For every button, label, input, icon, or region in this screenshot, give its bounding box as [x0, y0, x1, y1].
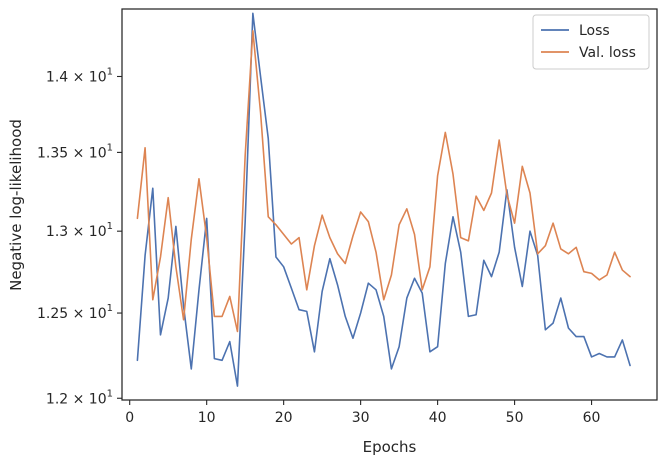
legend-box	[532, 14, 650, 70]
y-tick-mantissa: 1.3 × 10	[46, 224, 107, 240]
y-tick-mantissa: 1.4 × 10	[46, 69, 107, 85]
plot-frame	[121, 8, 658, 401]
x-tick-label: 10	[198, 410, 216, 426]
x-tick-label: 50	[506, 410, 524, 426]
y-tick-mantissa: 1.2 × 10	[46, 391, 107, 407]
y-tick-mantissa: 1.25 × 10	[37, 306, 107, 322]
x-tick-label: 20	[275, 410, 293, 426]
series-line-loss	[136, 12, 631, 387]
series-layer	[136, 12, 631, 387]
legend: Loss Val. loss	[532, 14, 650, 70]
x-tick-label: 60	[583, 410, 601, 426]
y-tick-label: 1.4 × 101	[46, 66, 113, 85]
x-tick-label: 30	[352, 410, 370, 426]
y-tick-mantissa: 1.35 × 10	[37, 145, 107, 161]
y-tick-label: 1.25 × 101	[37, 303, 113, 322]
y-tick-exponent: 1	[107, 303, 113, 314]
legend-label: Val. loss	[579, 45, 636, 61]
x-tick-label: 0	[125, 410, 134, 426]
x-axis-ticks: 0 10 20 30 40 50 60	[125, 400, 600, 426]
y-tick-label: 1.2 × 101	[46, 388, 113, 407]
y-tick-label: 1.3 × 101	[46, 221, 113, 240]
series-line-val-loss	[136, 29, 631, 333]
x-axis-label: Epochs	[363, 438, 417, 456]
y-tick-label: 1.35 × 101	[37, 142, 113, 161]
legend-label: Loss	[579, 23, 610, 39]
x-tick-label: 40	[429, 410, 447, 426]
y-axis-label: Negative log-likelihood	[7, 119, 25, 291]
y-tick-exponent: 1	[107, 221, 113, 232]
y-tick-exponent: 1	[107, 66, 113, 77]
y-tick-exponent: 1	[107, 142, 113, 153]
y-tick-exponent: 1	[107, 388, 113, 399]
